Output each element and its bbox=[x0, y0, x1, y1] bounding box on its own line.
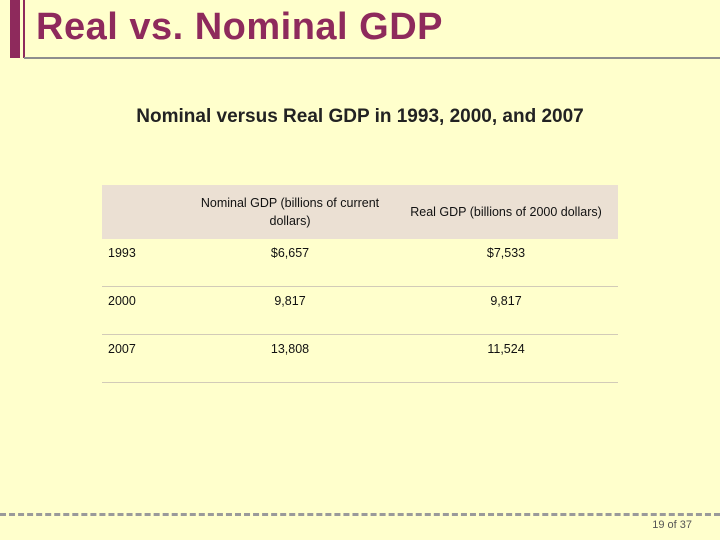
table-title: Nominal versus Real GDP in 1993, 2000, a… bbox=[0, 106, 720, 128]
table-row: 2000 9,817 9,817 bbox=[102, 286, 618, 335]
header-year bbox=[102, 185, 186, 239]
row-real: $7,533 bbox=[394, 239, 618, 287]
row-year: 1993 bbox=[102, 239, 186, 287]
row-nominal: 9,817 bbox=[186, 286, 394, 335]
table-title-text: Nominal versus Real GDP in 1993, 2000, a… bbox=[136, 106, 584, 127]
footer-divider bbox=[0, 513, 720, 516]
row-real: 9,817 bbox=[394, 286, 618, 335]
slide-title: Real vs. Nominal GDP bbox=[36, 6, 444, 48]
header-real-gdp: Real GDP (billions of 2000 dollars) bbox=[394, 185, 618, 239]
row-year: 2000 bbox=[102, 286, 186, 335]
header-nominal-gdp: Nominal GDP (billions of current dollars… bbox=[186, 185, 394, 239]
page-number: 19 of 37 bbox=[652, 519, 692, 531]
accent-line bbox=[23, 0, 25, 58]
table-header-row: Nominal GDP (billions of current dollars… bbox=[102, 185, 618, 239]
gdp-table: Nominal GDP (billions of current dollars… bbox=[102, 185, 618, 383]
table-row: 1993 $6,657 $7,533 bbox=[102, 239, 618, 287]
row-real: 11,524 bbox=[394, 334, 618, 383]
title-divider bbox=[24, 57, 720, 59]
row-year: 2007 bbox=[102, 334, 186, 383]
accent-bar bbox=[10, 0, 20, 58]
table-row: 2007 13,808 11,524 bbox=[102, 334, 618, 383]
row-nominal: 13,808 bbox=[186, 334, 394, 383]
row-nominal: $6,657 bbox=[186, 239, 394, 287]
